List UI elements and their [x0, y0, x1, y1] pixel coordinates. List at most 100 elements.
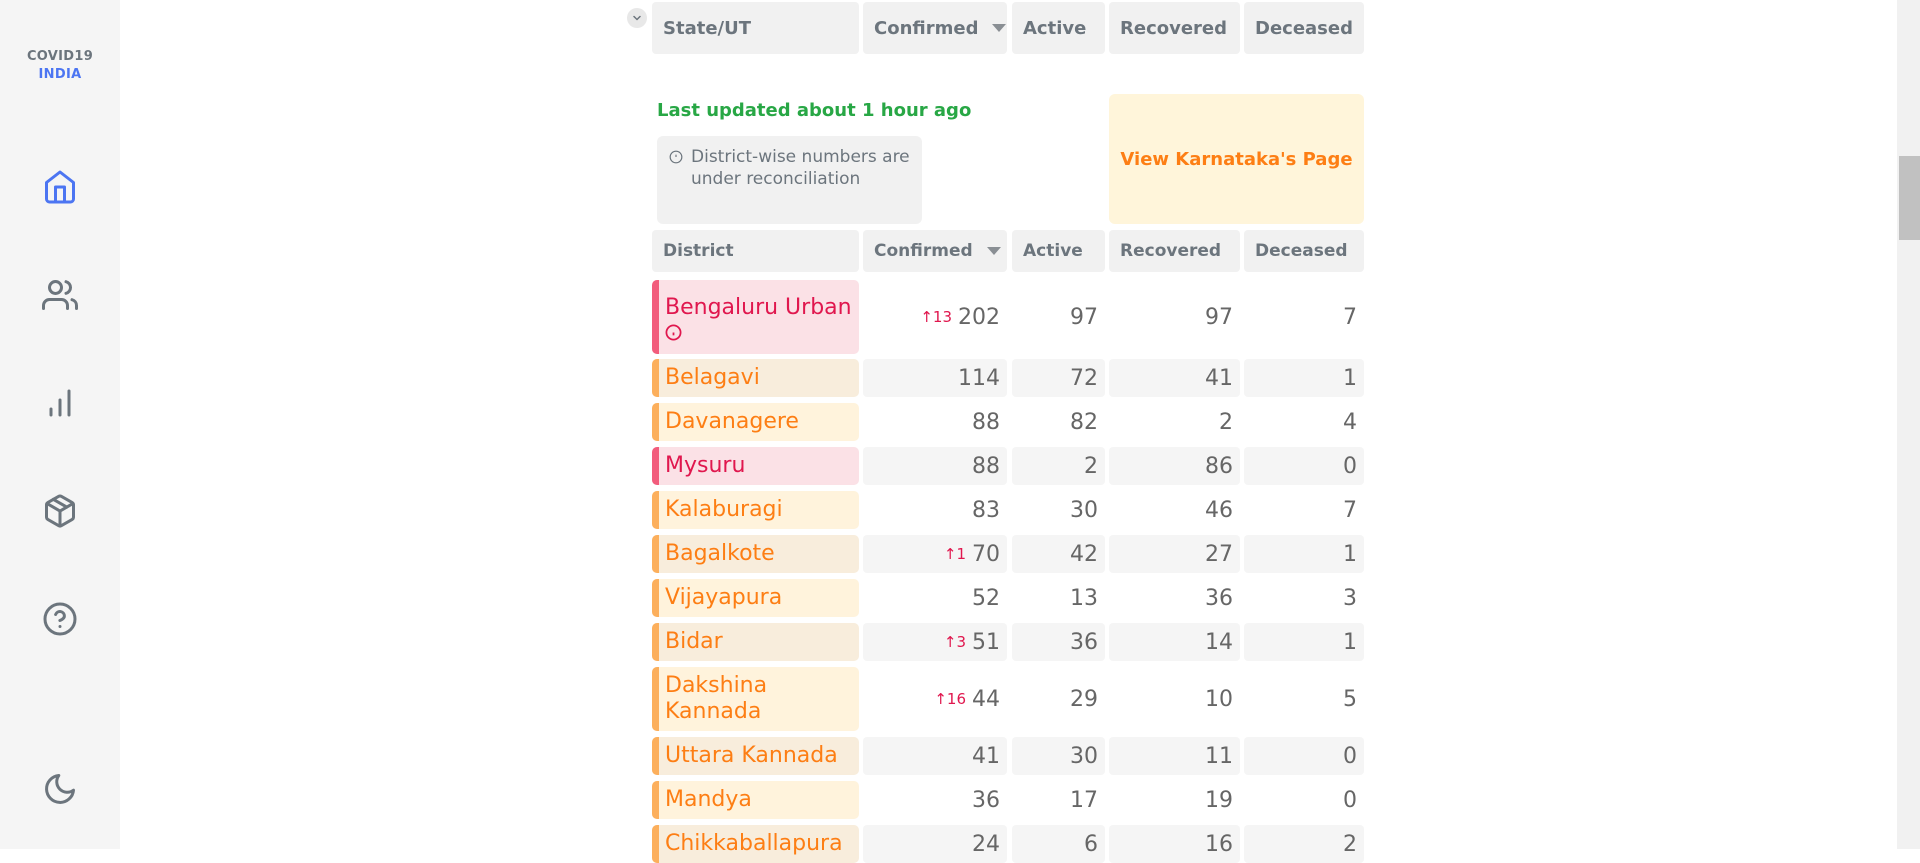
- deceased-value: 7: [1343, 304, 1357, 330]
- cell-recovered: 86: [1109, 447, 1240, 485]
- active-value: 30: [1070, 497, 1098, 523]
- active-value: 17: [1070, 787, 1098, 813]
- brand-logo[interactable]: COVID19 INDIA: [0, 48, 120, 84]
- active-value: 30: [1070, 743, 1098, 769]
- cell-confirmed: 52: [863, 579, 1007, 617]
- district-name[interactable]: Bengaluru Urban: [652, 280, 859, 354]
- help-icon[interactable]: [38, 597, 82, 641]
- cell-deceased: 5: [1244, 667, 1364, 731]
- main-content: State/UT Confirmed Active Recovered Dece…: [627, 2, 1364, 863]
- district-name[interactable]: Belagavi: [652, 359, 859, 397]
- cell-active: 82: [1012, 403, 1105, 441]
- cell-recovered: 97: [1109, 280, 1240, 354]
- delta-confirmed: ↑13: [920, 308, 952, 326]
- cell-deceased: 0: [1244, 737, 1364, 775]
- cell-confirmed: ↑1 70: [863, 535, 1007, 573]
- district-name-label: Bidar: [665, 629, 723, 654]
- deceased-value: 0: [1343, 743, 1357, 769]
- recovered-value: 14: [1205, 629, 1233, 655]
- header-active[interactable]: Active: [1012, 2, 1105, 54]
- header-district-recovered[interactable]: Recovered: [1109, 230, 1240, 272]
- header-confirmed[interactable]: Confirmed: [863, 2, 1007, 54]
- cell-confirmed: ↑16 44: [863, 667, 1007, 731]
- deceased-value: 0: [1343, 453, 1357, 479]
- district-name-label: Mysuru: [665, 453, 746, 478]
- header-state[interactable]: State/UT: [652, 2, 859, 54]
- district-name[interactable]: Vijayapura: [652, 579, 859, 617]
- header-confirmed-label: Confirmed: [874, 17, 979, 39]
- sort-down-icon: [992, 24, 1007, 32]
- cell-deceased: 1: [1244, 359, 1364, 397]
- district-name-label: Vijayapura: [665, 585, 783, 610]
- active-value: 29: [1070, 686, 1098, 712]
- active-value: 13: [1070, 585, 1098, 611]
- chevron-down-icon: [633, 15, 641, 21]
- header-district-label: District: [663, 241, 734, 261]
- header-district-confirmed[interactable]: Confirmed: [863, 230, 1007, 272]
- district-name[interactable]: Dakshina Kannada: [652, 667, 859, 731]
- cell-recovered: 11: [1109, 737, 1240, 775]
- district-name[interactable]: Kalaburagi: [652, 491, 859, 529]
- district-name[interactable]: Mysuru: [652, 447, 859, 485]
- cell-recovered: 46: [1109, 491, 1240, 529]
- cell-active: 30: [1012, 737, 1105, 775]
- confirmed-value: 88: [972, 409, 1000, 435]
- header-district-confirmed-label: Confirmed: [874, 241, 973, 261]
- active-value: 2: [1084, 453, 1098, 479]
- recovered-value: 86: [1205, 453, 1233, 479]
- users-icon[interactable]: [38, 273, 82, 317]
- district-name[interactable]: Chikkaballapura: [652, 825, 859, 863]
- cell-deceased: 0: [1244, 447, 1364, 485]
- header-district[interactable]: District: [652, 230, 859, 272]
- deceased-value: 1: [1343, 365, 1357, 391]
- deceased-value: 3: [1343, 585, 1357, 611]
- deceased-value: 4: [1343, 409, 1357, 435]
- notice-text: District-wise numbers are under reconcil…: [691, 147, 910, 189]
- cell-confirmed: ↑3 51: [863, 623, 1007, 661]
- cell-recovered: 14: [1109, 623, 1240, 661]
- header-district-active[interactable]: Active: [1012, 230, 1105, 272]
- collapse-button[interactable]: [627, 8, 647, 28]
- home-icon[interactable]: [38, 165, 82, 209]
- recovered-value: 41: [1205, 365, 1233, 391]
- district-name[interactable]: Davanagere: [652, 403, 859, 441]
- cell-confirmed: 24: [863, 825, 1007, 863]
- active-value: 36: [1070, 629, 1098, 655]
- district-name[interactable]: Bidar: [652, 623, 859, 661]
- cell-deceased: 7: [1244, 491, 1364, 529]
- scrollbar-thumb[interactable]: [1899, 156, 1920, 240]
- bar-chart-icon[interactable]: [38, 381, 82, 425]
- header-deceased[interactable]: Deceased: [1244, 2, 1364, 54]
- confirmed-value: 52: [972, 585, 1000, 611]
- header-recovered-label: Recovered: [1120, 17, 1228, 39]
- district-name[interactable]: Mandya: [652, 781, 859, 819]
- header-district-deceased[interactable]: Deceased: [1244, 230, 1364, 272]
- recovered-value: 16: [1205, 831, 1233, 857]
- district-name[interactable]: Uttara Kannada: [652, 737, 859, 775]
- brand-line2: INDIA: [38, 67, 82, 82]
- cell-recovered: 2: [1109, 403, 1240, 441]
- active-value: 72: [1070, 365, 1098, 391]
- view-state-page-button[interactable]: View Karnataka's Page: [1109, 94, 1364, 224]
- active-value: 97: [1070, 304, 1098, 330]
- confirmed-value: 202: [958, 304, 1000, 330]
- deceased-value: 5: [1343, 686, 1357, 712]
- cell-confirmed: 114: [863, 359, 1007, 397]
- moon-icon[interactable]: [38, 767, 82, 811]
- confirmed-value: 83: [972, 497, 1000, 523]
- cell-deceased: 0: [1244, 781, 1364, 819]
- package-icon[interactable]: [38, 489, 82, 533]
- cell-recovered: 10: [1109, 667, 1240, 731]
- delta-confirmed: ↑16: [934, 690, 966, 708]
- recovered-value: 10: [1205, 686, 1233, 712]
- scrollbar[interactable]: [1897, 0, 1920, 849]
- alert-circle-icon: [669, 150, 683, 164]
- header-recovered[interactable]: Recovered: [1109, 2, 1240, 54]
- district-name[interactable]: Bagalkote: [652, 535, 859, 573]
- sort-down-icon: [986, 247, 1001, 255]
- cell-active: 6: [1012, 825, 1105, 863]
- cell-deceased: 3: [1244, 579, 1364, 617]
- info-icon[interactable]: [665, 324, 682, 341]
- deceased-value: 7: [1343, 497, 1357, 523]
- header-district-active-label: Active: [1023, 241, 1083, 261]
